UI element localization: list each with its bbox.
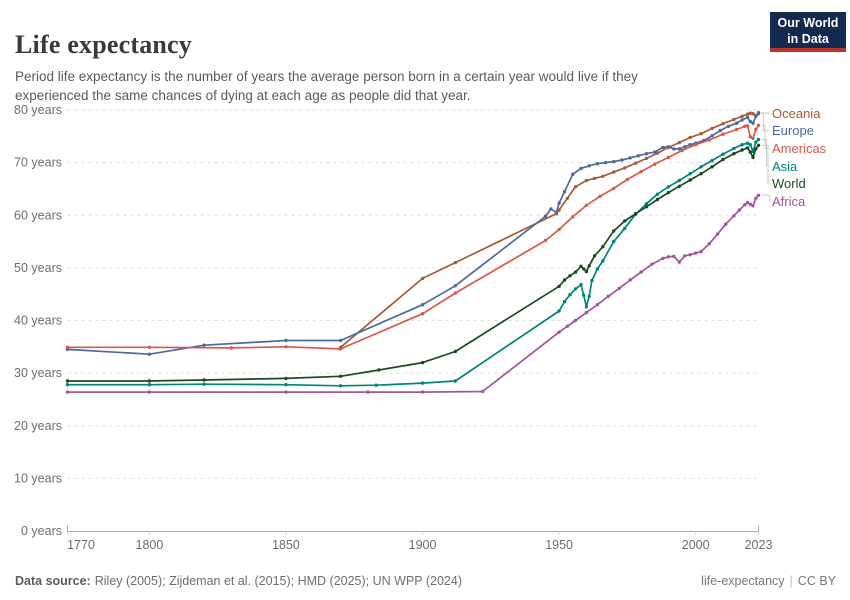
legend-item-europe[interactable]: Europe [772,123,814,139]
series-asia[interactable] [65,137,761,388]
series-world[interactable] [65,143,761,383]
svg-text:50 years: 50 years [14,261,62,275]
owid-logo[interactable]: Our World in Data [770,12,846,52]
data-source-note: Data source: Riley (2005); Zijdeman et al… [15,574,462,588]
legend-item-oceania[interactable]: Oceania [772,105,821,121]
license-link[interactable]: CC BY [797,574,836,588]
svg-text:2000: 2000 [682,538,710,552]
series-americas[interactable] [65,123,761,351]
x-axis-labels: 1770 1800 1850 1900 1950 2000 2023 [67,538,772,552]
svg-text:1800: 1800 [136,538,164,552]
series-europe[interactable] [65,112,761,356]
series-oceania[interactable] [338,110,761,349]
svg-text:10 years: 10 years [14,471,62,485]
chart-subtitle: Period life expectancy is the number of … [15,68,638,104]
legend-item-americas[interactable]: Americas [772,140,827,156]
footer-separator: | [789,574,793,588]
svg-text:20 years: 20 years [14,419,62,433]
svg-text:0 years: 0 years [21,524,62,538]
svg-text:2023: 2023 [745,538,773,552]
gridlines [67,109,759,479]
svg-text:30 years: 30 years [14,366,62,380]
owid-logo-line1: Our World [777,16,839,30]
svg-text:1850: 1850 [272,538,300,552]
svg-text:60 years: 60 years [14,208,62,222]
y-axis-labels: 0 years 10 years 20 years 30 years 40 years 5… [14,103,62,538]
svg-text:40 years: 40 years [14,314,62,328]
legend-item-world[interactable]: World [772,176,806,192]
data-source-label: Data source: [15,574,91,588]
series-africa[interactable] [65,193,761,394]
svg-text:80 years: 80 years [14,103,62,117]
legend-item-africa[interactable]: Africa [772,194,806,209]
legend-connectors [761,112,770,202]
owid-logo-line2: in Data [787,32,829,46]
svg-text:70 years: 70 years [14,156,62,170]
chart-slug[interactable]: life-expectancy [701,574,785,588]
x-axis [67,525,759,535]
chart-slug-license: life-expectancy | CC BY [701,574,836,588]
svg-text:1770: 1770 [67,538,95,552]
svg-text:1900: 1900 [409,538,437,552]
data-source-text: Riley (2005); Zijdeman et al. (2015); HM… [94,574,463,588]
page-title: Life expectancy [15,30,193,60]
svg-text:1950: 1950 [545,538,573,552]
legend-item-asia[interactable]: Asia [772,158,798,174]
